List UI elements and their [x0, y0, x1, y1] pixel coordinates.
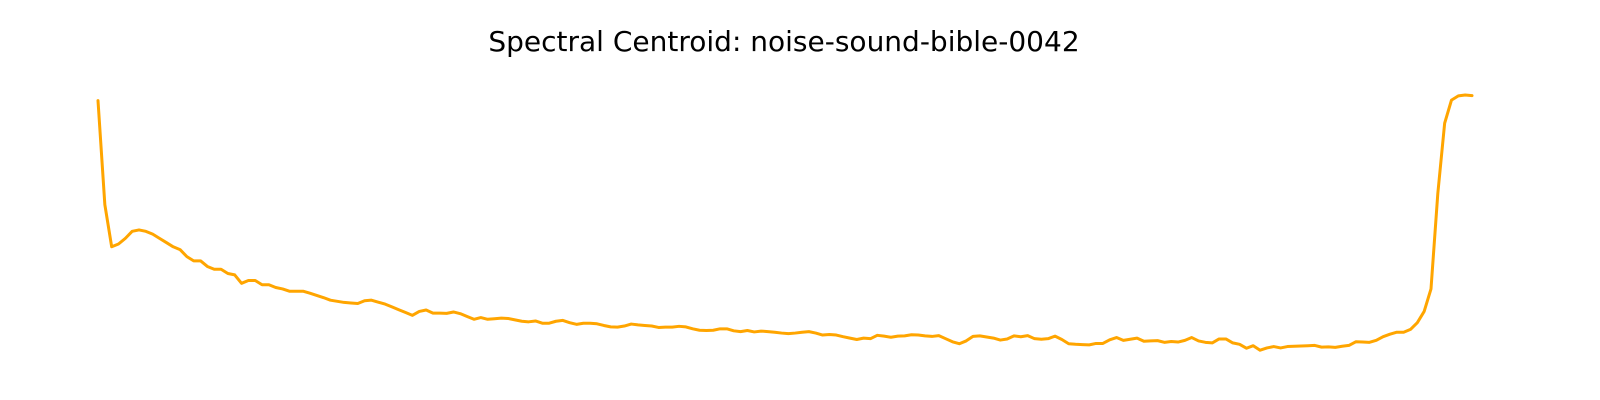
chart-title: Spectral Centroid: noise-sound-bible-004… — [488, 25, 1079, 58]
plot-area — [96, 93, 1474, 352]
series-line-0 — [96, 93, 1474, 352]
